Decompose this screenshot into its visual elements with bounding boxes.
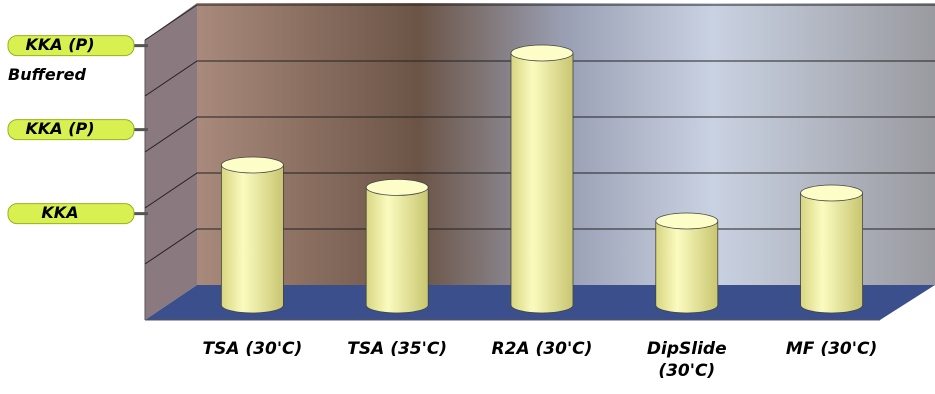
y-tick-label: KKA (P): [25, 119, 94, 138]
bar-part: [366, 187, 428, 313]
chart: KKA KKA (P) KKA (P) Buffered TSA (30'C)TSA …: [0, 0, 935, 394]
bar-part: [511, 53, 573, 313]
x-tick-label: DipSlide (30'C): [617, 338, 757, 382]
y-tick-label: KKA (P): [25, 35, 94, 54]
y-tick-label: Buffered: [8, 65, 87, 84]
bar-part: [801, 185, 863, 201]
x-tick-label: TSA (30'C): [182, 338, 322, 360]
bar-part: [656, 221, 718, 313]
bar-part: [801, 193, 863, 313]
x-tick-label: R2A (30'C): [472, 338, 612, 360]
bar-part: [656, 213, 718, 229]
bar-part: [221, 157, 283, 173]
bar: [801, 185, 863, 313]
chart-canvas: KKA KKA (P) KKA (P) Buffered: [0, 0, 935, 394]
y-tick-label: KKA: [41, 203, 78, 222]
bar: [511, 45, 573, 313]
x-tick-label: MF (30'C): [762, 338, 902, 360]
x-tick-label: TSA (35'C): [327, 338, 467, 360]
bar-part: [221, 165, 283, 313]
bar: [221, 157, 283, 313]
side-wall: [145, 3, 197, 320]
bar-part: [511, 45, 573, 61]
bar: [366, 179, 428, 313]
bar: [656, 213, 718, 313]
bar-part: [366, 179, 428, 195]
